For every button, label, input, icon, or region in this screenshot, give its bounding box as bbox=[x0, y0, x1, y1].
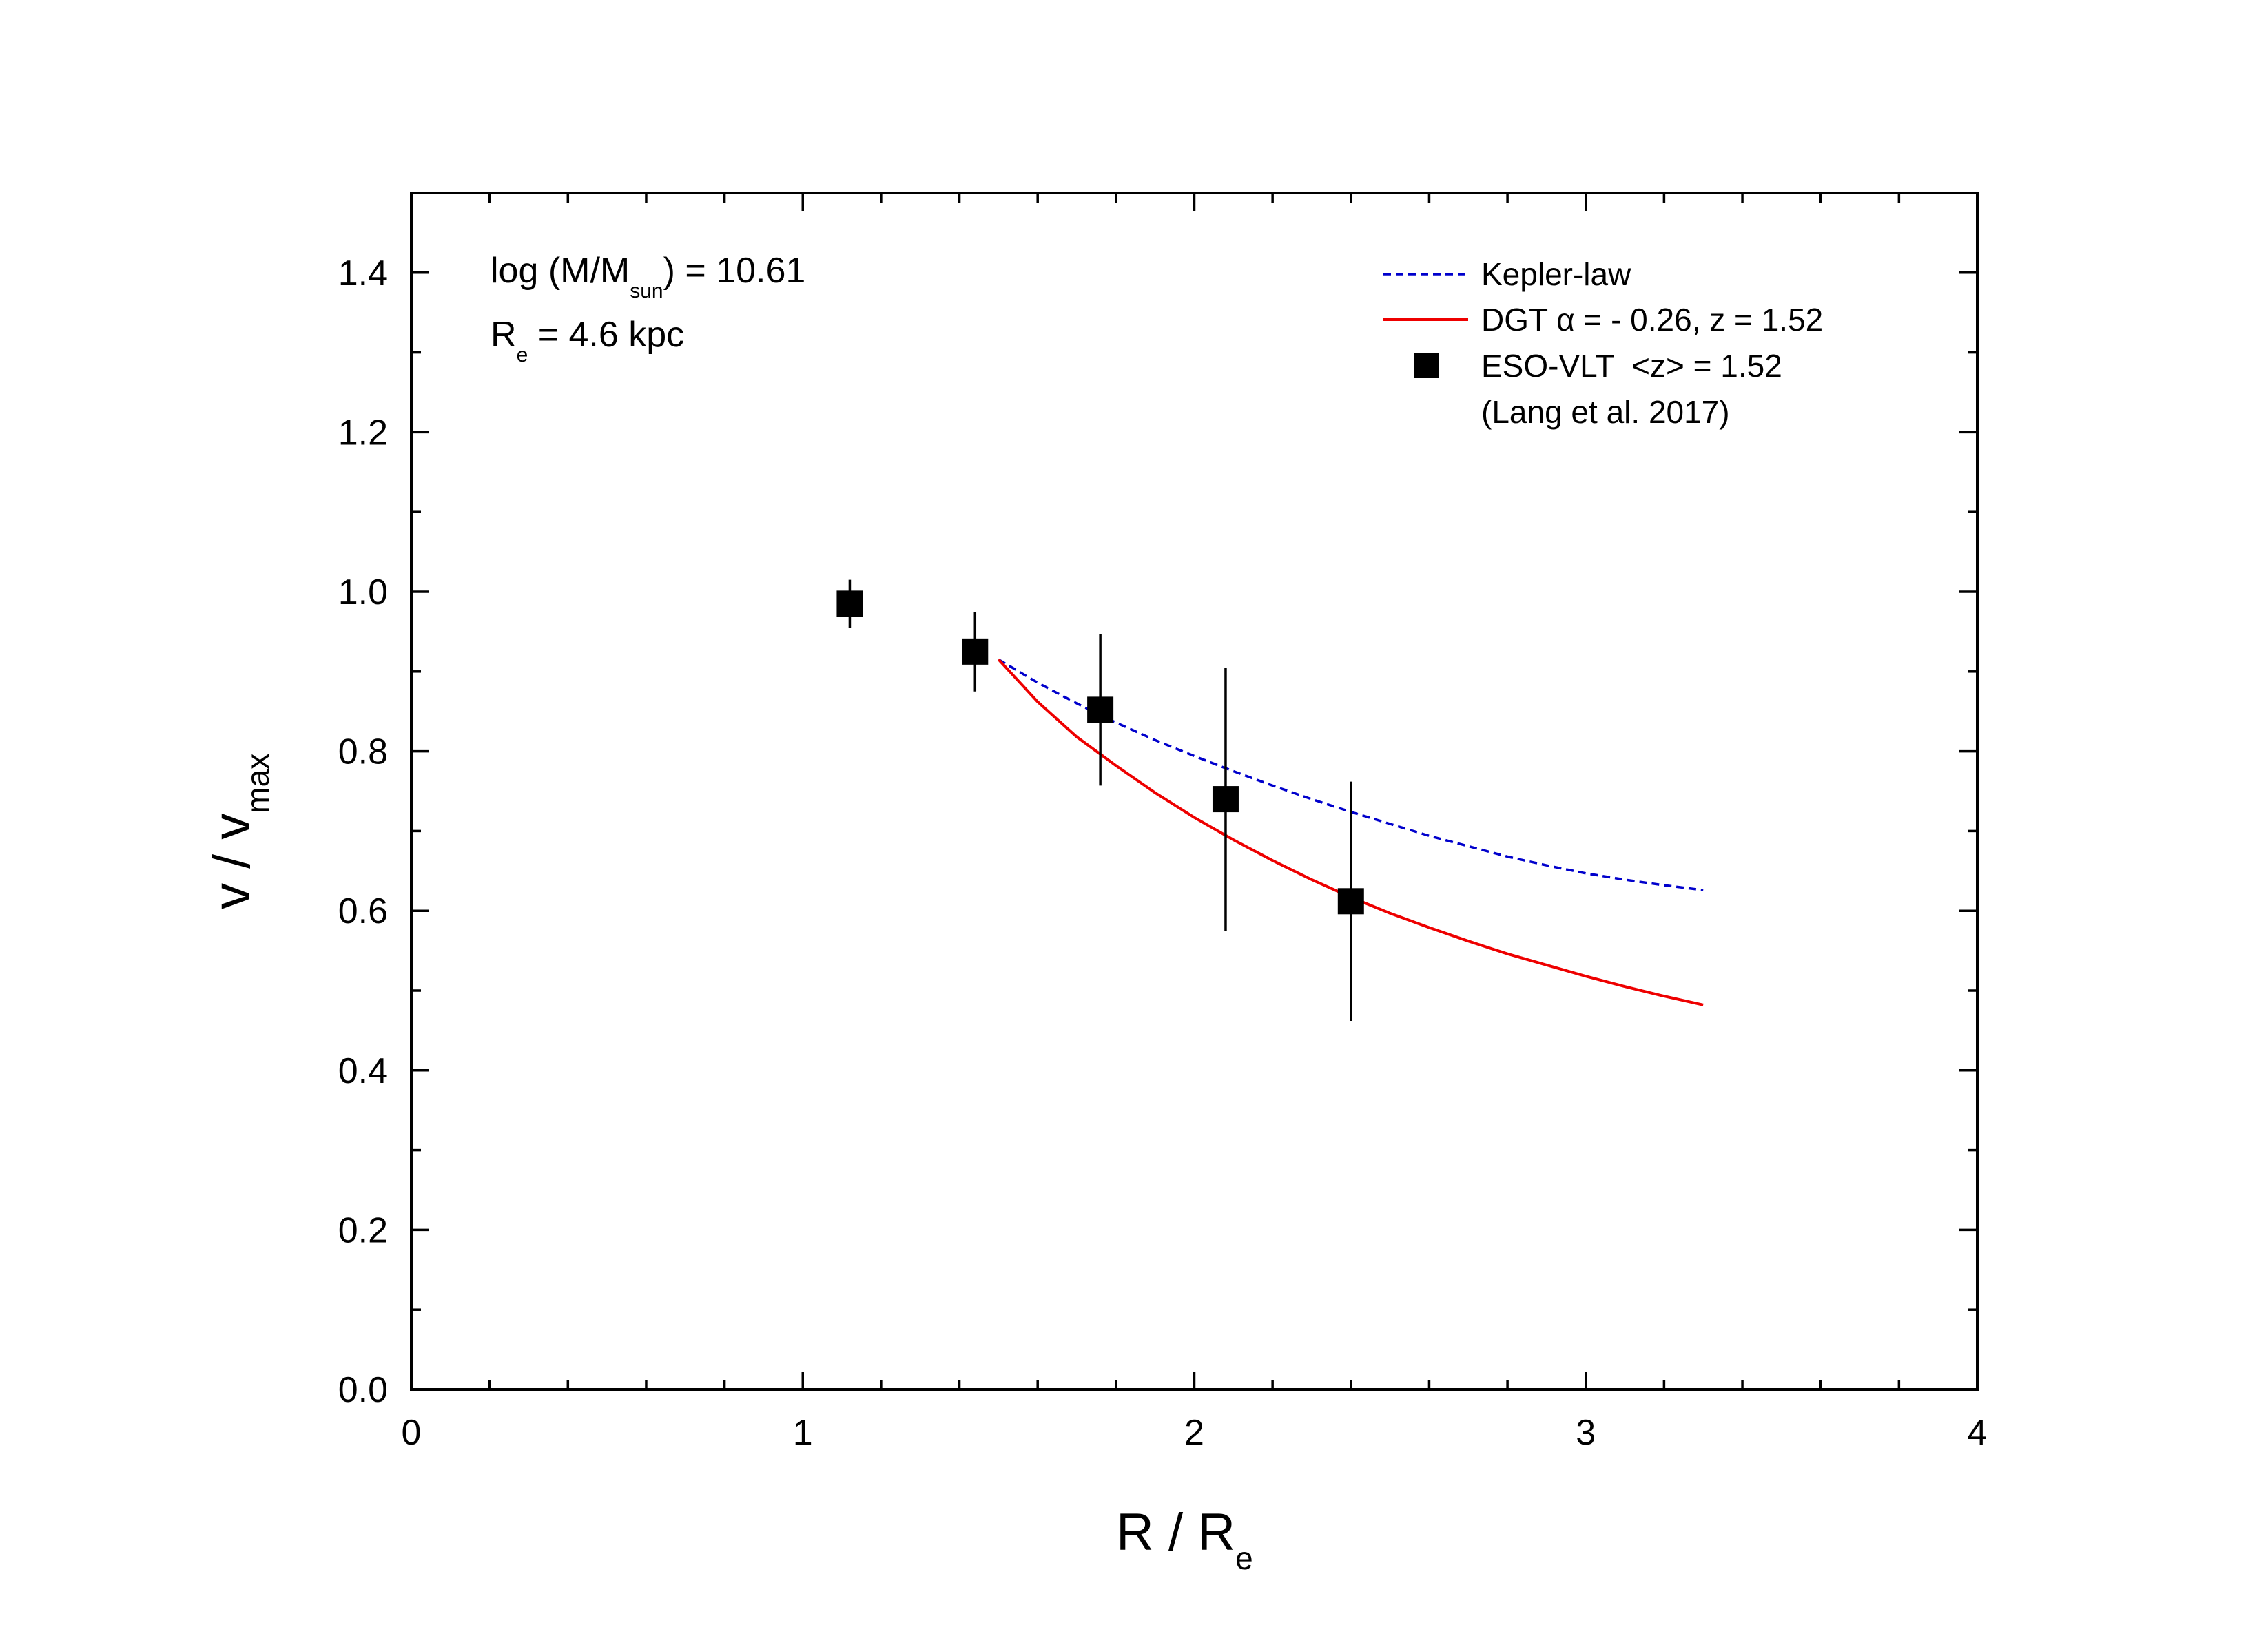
data-point bbox=[1337, 888, 1364, 915]
y-tick-label: 0.8 bbox=[338, 732, 388, 772]
y-tick-label: 1.2 bbox=[338, 413, 388, 453]
legend-eso-marker bbox=[1414, 353, 1439, 378]
radius-annotation-sub: e bbox=[517, 344, 528, 366]
legend-dgt-label-part1: DGT bbox=[1481, 302, 1556, 338]
y-tick-label: 1.4 bbox=[338, 254, 388, 293]
mass-annotation-sub: sun bbox=[630, 280, 663, 302]
legend-dgt-label: DGT α = - 0.26, z = 1.52 bbox=[1481, 302, 1823, 338]
radius-annotation-post: = 4.6 kpc bbox=[528, 315, 684, 355]
x-axis-title-sub: e bbox=[1235, 1540, 1253, 1576]
y-axis-title-sub: max bbox=[240, 754, 276, 814]
plot-frame bbox=[410, 192, 1979, 1391]
legend-kepler-label: Kepler-law bbox=[1481, 256, 1631, 292]
legend-eso-label: ESO-VLT <z> = 1.52 bbox=[1481, 348, 1782, 384]
x-tick-label: 2 bbox=[1184, 1413, 1204, 1453]
legend-dgt-label-part3: = - 0.26, z = 1.52 bbox=[1575, 302, 1824, 338]
data-points bbox=[836, 579, 1364, 1022]
x-tick-label: 4 bbox=[1968, 1413, 1988, 1453]
mass-annotation-post: ) = 10.61 bbox=[663, 251, 806, 291]
alpha-symbol: α bbox=[1556, 302, 1575, 338]
x-tick-label: 0 bbox=[402, 1413, 422, 1453]
y-tick-label: 0.0 bbox=[338, 1370, 388, 1410]
data-point bbox=[1087, 696, 1114, 723]
y-tick-label: 0.2 bbox=[338, 1210, 388, 1250]
x-axis-title: R / Re bbox=[1116, 1503, 1253, 1576]
data-point bbox=[836, 590, 863, 617]
y-axis-title-main: v / v bbox=[203, 814, 261, 909]
radius-annotation-pre: R bbox=[491, 315, 517, 355]
y-tick-label: 0.6 bbox=[338, 891, 388, 931]
y-axis-title: v / vmax bbox=[203, 754, 276, 909]
data-point bbox=[962, 638, 989, 665]
radius-annotation: Re = 4.6 kpc bbox=[491, 315, 684, 366]
x-tick-label: 3 bbox=[1576, 1413, 1596, 1453]
y-tick-label: 1.0 bbox=[338, 572, 388, 612]
mass-annotation: log (M/Msun) = 10.61 bbox=[491, 251, 805, 302]
mass-annotation-pre: log (M/M bbox=[491, 251, 630, 291]
x-axis-title-main: R / R bbox=[1116, 1503, 1235, 1562]
y-tick-label: 0.4 bbox=[338, 1051, 388, 1091]
legend: Kepler-law DGT α = - 0.26, z = 1.52 ESO-… bbox=[1383, 256, 1823, 430]
legend-eso-note: (Lang et al. 2017) bbox=[1481, 394, 1730, 430]
x-tick-label: 1 bbox=[793, 1413, 813, 1453]
tick-labels: 0 1 2 3 4 0.0 0.2 0.4 0.6 0.8 1.0 1.2 1.4 bbox=[338, 254, 1988, 1453]
data-point bbox=[1212, 786, 1239, 813]
axis-ticks bbox=[410, 192, 1979, 1391]
